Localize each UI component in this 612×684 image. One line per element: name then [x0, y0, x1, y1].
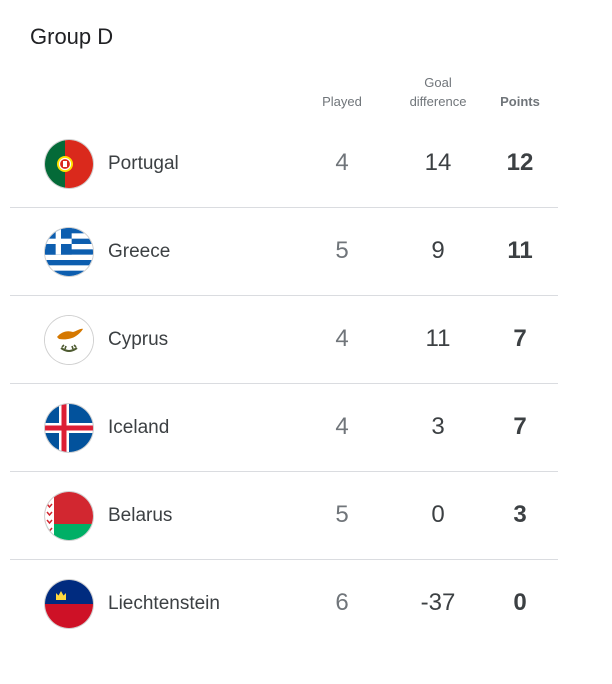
- group-title: Group D: [30, 24, 114, 49]
- played-value: 5: [335, 501, 349, 528]
- table-row[interactable]: Greece 5 9 11: [10, 208, 558, 296]
- goal-difference-value: 0: [431, 501, 445, 528]
- table-row[interactable]: Portugal 4 14 12: [10, 120, 558, 208]
- column-header-points[interactable]: Points: [500, 94, 540, 109]
- points-value: 11: [507, 237, 533, 264]
- points-value: 3: [513, 501, 527, 528]
- cyprus-flag-icon: [45, 316, 93, 364]
- liechtenstein-flag-icon: [45, 580, 93, 628]
- team-name[interactable]: Iceland: [108, 417, 170, 438]
- goal-difference-value: 9: [431, 237, 445, 264]
- points-value: 7: [513, 325, 527, 352]
- team-name[interactable]: Greece: [108, 241, 171, 262]
- greece-flag-icon: [45, 228, 93, 276]
- points-value: 7: [513, 413, 527, 440]
- played-value: 4: [335, 413, 349, 440]
- column-header-goal-difference-line1: Goal: [424, 75, 452, 90]
- played-value: 5: [335, 237, 349, 264]
- standings-table: Portugal 4 14 12 Greece: [10, 120, 558, 648]
- goal-difference-value: 11: [425, 325, 451, 352]
- table-row[interactable]: Iceland 4 3 7: [10, 384, 558, 472]
- belarus-flag-icon: [45, 492, 93, 540]
- column-header-goal-difference-line2: difference: [409, 94, 467, 109]
- goal-difference-value: -37: [420, 589, 456, 616]
- portugal-flag-icon: [45, 140, 93, 188]
- goal-difference-value: 3: [431, 413, 445, 440]
- table-row[interactable]: Belarus 5 0 3: [10, 472, 558, 560]
- team-name[interactable]: Belarus: [108, 505, 173, 526]
- column-header-goal-difference[interactable]: Goal difference: [395, 73, 481, 111]
- table-row[interactable]: Cyprus 4 11 7: [10, 296, 558, 384]
- points-value: 12: [506, 149, 534, 176]
- played-value: 4: [335, 149, 349, 176]
- played-value: 4: [335, 325, 349, 352]
- team-name[interactable]: Cyprus: [108, 329, 169, 350]
- table-row[interactable]: Liechtenstein 6 -37 0: [10, 560, 558, 648]
- points-value: 0: [513, 589, 527, 616]
- goal-difference-value: 14: [424, 149, 452, 176]
- iceland-flag-icon: [45, 404, 93, 452]
- column-header-played[interactable]: Played: [322, 94, 362, 109]
- team-name[interactable]: Liechtenstein: [108, 593, 220, 614]
- team-name[interactable]: Portugal: [108, 153, 179, 174]
- played-value: 6: [335, 589, 349, 616]
